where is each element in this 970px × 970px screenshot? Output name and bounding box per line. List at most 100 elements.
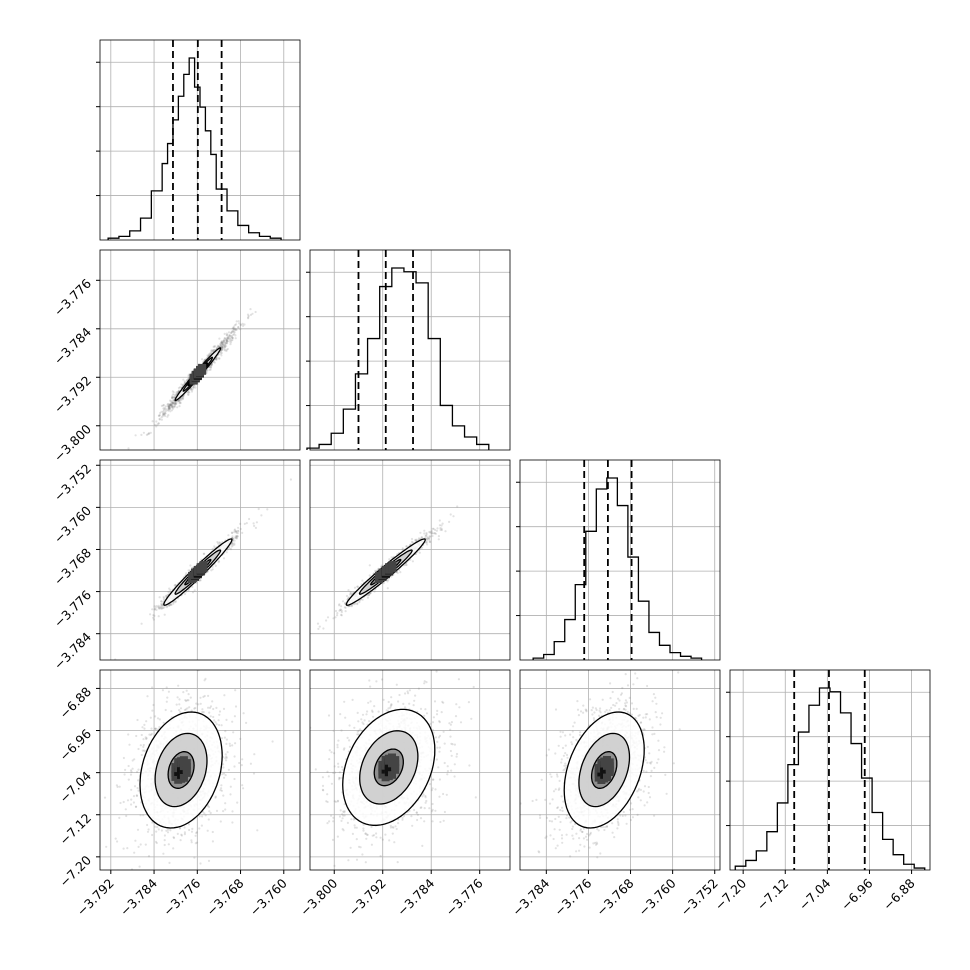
scatter-point bbox=[169, 603, 172, 606]
scatter-point bbox=[173, 396, 176, 399]
scatter-point bbox=[175, 391, 178, 394]
scatter-point bbox=[405, 545, 408, 548]
scatter-point bbox=[137, 789, 140, 792]
scatter-point bbox=[347, 589, 350, 592]
scatter-point bbox=[209, 365, 212, 368]
scatter-point bbox=[172, 403, 175, 406]
scatter-point bbox=[222, 340, 226, 343]
scatter-point bbox=[203, 679, 206, 682]
scatter-point bbox=[428, 535, 431, 538]
scatter-point bbox=[222, 345, 226, 348]
scatter-point bbox=[186, 378, 189, 382]
scatter-point bbox=[356, 585, 359, 588]
scatter-point bbox=[169, 403, 172, 406]
scatter-point bbox=[191, 591, 195, 594]
scatter-point bbox=[207, 859, 211, 863]
scatter-point bbox=[171, 396, 174, 399]
scatter-point bbox=[374, 569, 377, 573]
scatter-point bbox=[179, 398, 182, 401]
scatter-point bbox=[163, 413, 166, 416]
scatter-point bbox=[163, 613, 166, 616]
scatter-point bbox=[171, 405, 174, 408]
scatter-point bbox=[211, 830, 214, 834]
scatter-point bbox=[405, 563, 408, 567]
scatter-point bbox=[223, 348, 226, 351]
scatter-point bbox=[162, 407, 165, 410]
scatter-point bbox=[143, 723, 146, 727]
scatter-point bbox=[213, 345, 216, 348]
scatter-point bbox=[224, 342, 227, 345]
scatter-point bbox=[144, 843, 147, 846]
scatter-point bbox=[429, 530, 432, 533]
scatter-point bbox=[168, 407, 171, 410]
scatter-point bbox=[187, 373, 190, 376]
scatter-point bbox=[225, 551, 228, 554]
scatter-point bbox=[373, 590, 376, 593]
scatter-point bbox=[172, 402, 175, 405]
scatter-point bbox=[153, 614, 156, 618]
scatter-point bbox=[182, 395, 185, 398]
scatter-point bbox=[134, 434, 137, 437]
scatter-point bbox=[231, 338, 234, 341]
scatter-point bbox=[182, 396, 185, 399]
scatter-panel-1-2 bbox=[309, 459, 511, 661]
scatter-point bbox=[163, 409, 166, 412]
scatter-point bbox=[241, 322, 244, 325]
scatter-point bbox=[367, 593, 371, 597]
scatter-point bbox=[226, 334, 229, 337]
scatter-point bbox=[208, 706, 212, 710]
scatter-point bbox=[226, 340, 229, 343]
scatter-point bbox=[230, 545, 233, 548]
scatter-point bbox=[191, 585, 194, 589]
scatter-point bbox=[162, 852, 165, 855]
scatter-point bbox=[236, 801, 239, 804]
scatter-point bbox=[160, 602, 163, 605]
scatter-point bbox=[168, 404, 171, 407]
scatter-point bbox=[210, 363, 213, 366]
scatter-point bbox=[133, 758, 136, 761]
scatter-point bbox=[234, 705, 238, 708]
scatter-point bbox=[343, 606, 346, 609]
scatter-point bbox=[185, 699, 188, 703]
scatter-point bbox=[166, 408, 169, 411]
scatter-point bbox=[167, 409, 170, 412]
scatter-point bbox=[195, 841, 199, 844]
scatter-point bbox=[228, 334, 231, 337]
scatter-point bbox=[410, 540, 413, 544]
scatter-point bbox=[326, 616, 330, 619]
scatter-point bbox=[92, 689, 94, 691]
scatter-point bbox=[193, 856, 196, 859]
scatter-point bbox=[253, 753, 256, 756]
scatter-point bbox=[207, 818, 210, 821]
scatter-point bbox=[215, 358, 218, 361]
scatter-point bbox=[401, 547, 404, 550]
scatter-point bbox=[452, 515, 455, 518]
scatter-point bbox=[223, 337, 226, 340]
scatter-point bbox=[147, 828, 150, 831]
scatter-point bbox=[162, 606, 165, 610]
scatter-point bbox=[234, 334, 237, 337]
scatter-point bbox=[271, 740, 274, 743]
scatter-point bbox=[230, 335, 233, 338]
scatter-point bbox=[429, 531, 432, 534]
scatter-point bbox=[192, 385, 195, 388]
scatter-point bbox=[173, 402, 176, 405]
scatter-point bbox=[170, 405, 173, 408]
scatter-point bbox=[172, 391, 175, 394]
scatter-point bbox=[187, 589, 190, 592]
scatter-point bbox=[168, 407, 171, 410]
scatter-point bbox=[356, 603, 359, 606]
scatter-point bbox=[210, 350, 213, 353]
scatter-point bbox=[165, 700, 168, 703]
scatter-point bbox=[160, 600, 163, 603]
scatter-point bbox=[171, 406, 174, 409]
scatter-point bbox=[171, 393, 174, 396]
scatter-point bbox=[155, 420, 158, 423]
scatter-point bbox=[124, 768, 127, 772]
scatter-point bbox=[170, 396, 174, 399]
scatter-point bbox=[225, 338, 228, 341]
scatter-point bbox=[253, 524, 256, 528]
scatter-point bbox=[212, 360, 215, 363]
scatter-point bbox=[423, 529, 426, 532]
scatter-point bbox=[440, 527, 443, 530]
